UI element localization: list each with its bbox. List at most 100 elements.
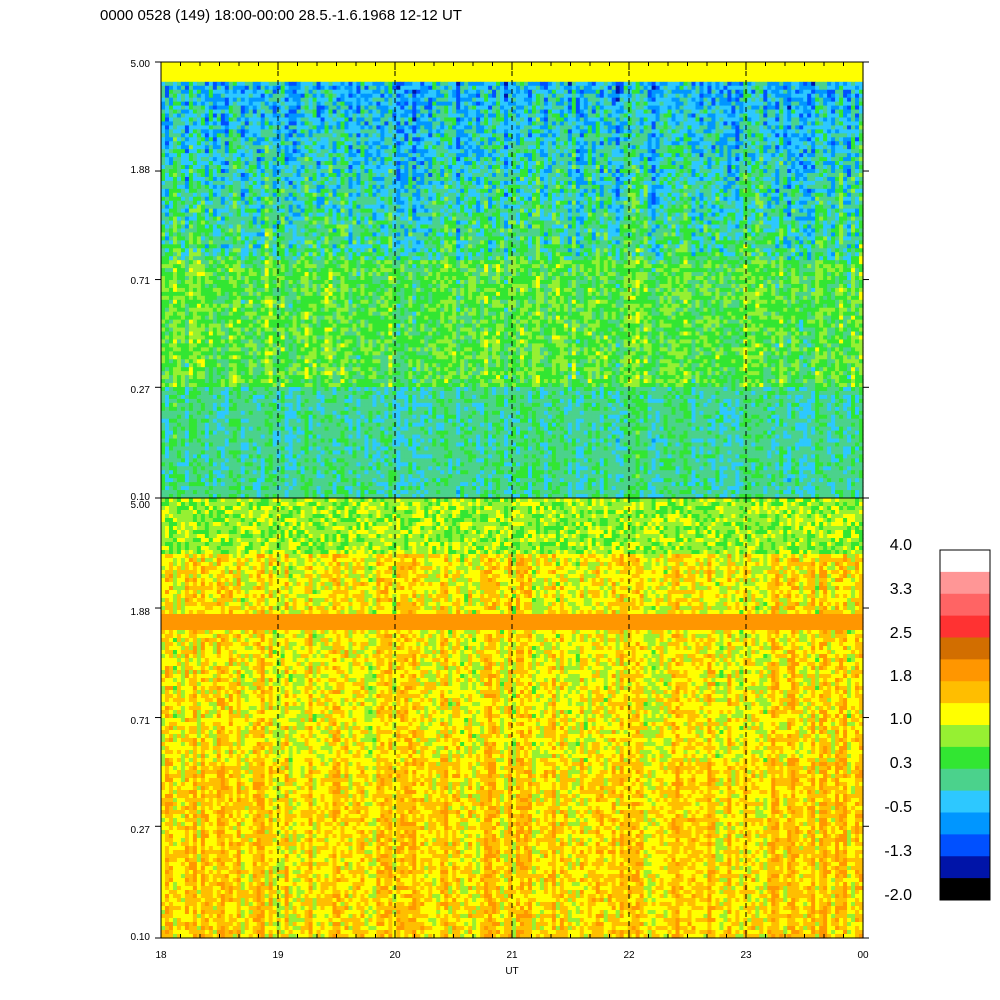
heatmap-cell [656,165,661,170]
heatmap-cell [580,62,585,67]
heatmap-cell [472,141,477,146]
heatmap-cell [684,169,689,174]
heatmap-cell [684,98,689,103]
heatmap-cell [556,169,561,174]
heatmap-cell [193,173,198,178]
heatmap-cell [747,90,752,95]
heatmap-cell [747,62,752,67]
heatmap-cell [472,70,477,75]
heatmap-cell [815,133,820,138]
heatmap-cell [711,157,716,162]
heatmap-cell [364,114,369,119]
heatmap-cell [572,117,577,122]
heatmap-cell [456,137,461,142]
heatmap-cell [747,86,752,91]
heatmap-cell [855,102,860,107]
heatmap-cell [604,114,609,119]
heatmap-cell [707,165,712,170]
heatmap-cell [468,121,473,126]
heatmap-cell [484,129,489,134]
heatmap-cell [580,90,585,95]
heatmap-cell [664,106,669,111]
heatmap-cell [440,62,445,67]
heatmap-cell [309,157,314,162]
heatmap-cell [755,90,760,95]
heatmap-cell [548,70,553,75]
heatmap-cell [851,66,856,71]
heatmap-cell [476,117,481,122]
heatmap-cell [480,62,485,67]
heatmap-cell [727,62,732,67]
heatmap-cell [380,133,385,138]
heatmap-cell [360,153,365,158]
heatmap-cell [576,78,581,83]
heatmap-cell [819,74,824,79]
heatmap-cell [688,78,693,83]
heatmap-cell [584,117,589,122]
heatmap-cell [305,86,310,91]
heatmap-cell [759,133,764,138]
heatmap-cell [596,149,601,154]
heatmap-cell [309,78,314,83]
heatmap-cell [835,114,840,119]
heatmap-cell [759,114,764,119]
heatmap-cell [476,114,481,119]
heatmap-cell [676,106,681,111]
heatmap-cell [468,145,473,150]
heatmap-cell [161,173,166,178]
heatmap-cell [221,137,226,142]
heatmap-cell [695,74,700,79]
heatmap-cell [628,137,633,142]
heatmap-cell [731,125,736,130]
heatmap-cell [540,121,545,126]
heatmap-cell [735,62,740,67]
heatmap-cell [233,141,238,146]
heatmap-cell [404,121,409,126]
heatmap-cell [432,129,437,134]
heatmap-cell [177,90,182,95]
heatmap-cell [297,145,302,150]
heatmap-cell [843,137,848,142]
heatmap-cell [448,114,453,119]
heatmap-cell [496,145,501,150]
heatmap-cell [516,62,521,67]
heatmap-cell [165,165,170,170]
heatmap-cell [185,102,190,107]
heatmap-cell [811,78,816,83]
heatmap-cell [524,141,529,146]
heatmap-cell [536,157,541,162]
heatmap-cell [699,110,704,115]
heatmap-cell [468,149,473,154]
heatmap-cell [751,133,756,138]
heatmap-cell [301,137,306,142]
heatmap-cell [281,157,286,162]
heatmap-cell [376,94,381,99]
heatmap-cell [648,157,653,162]
heatmap-cell [305,137,310,142]
heatmap-cell [787,78,792,83]
heatmap-cell [787,117,792,122]
heatmap-cell [504,129,509,134]
heatmap-cell [584,70,589,75]
heatmap-cell [424,129,429,134]
heatmap-cell [376,86,381,91]
heatmap-cell [672,62,677,67]
heatmap-cell [352,102,357,107]
heatmap-cell [185,70,190,75]
heatmap-cell [313,169,318,174]
heatmap-cell [568,157,573,162]
heatmap-cell [420,169,425,174]
heatmap-cell [656,137,661,142]
heatmap-cell [285,62,290,67]
heatmap-cell [253,86,258,91]
heatmap-cell [428,169,433,174]
heatmap-cell [161,110,166,115]
heatmap-cell [775,157,780,162]
heatmap-cell [237,82,242,87]
heatmap-cell [440,161,445,166]
heatmap-cell [309,114,314,119]
heatmap-cell [795,157,800,162]
heatmap-cell [703,102,708,107]
heatmap-cell [516,157,521,162]
heatmap-cell [795,125,800,130]
